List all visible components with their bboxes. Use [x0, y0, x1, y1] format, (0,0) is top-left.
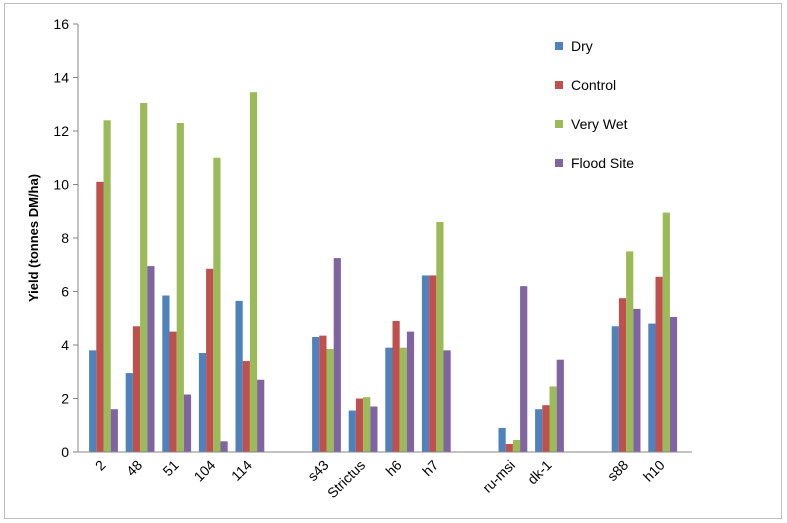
y-tick-label: 16	[53, 16, 69, 32]
chart-frame	[4, 3, 782, 519]
bars	[89, 92, 678, 453]
bar-control-104	[206, 268, 214, 452]
bar-dry-Strictus	[348, 410, 356, 452]
legend-swatch	[555, 81, 563, 89]
x-tick-label: 104	[191, 457, 219, 485]
bar-dry-s43	[312, 336, 320, 452]
bar-dry-104	[198, 353, 207, 452]
legend-label: Very Wet	[571, 116, 628, 132]
x-tick-label: h6	[382, 457, 404, 479]
x-tick-label: s43	[304, 457, 331, 484]
bar-control-s43	[319, 335, 327, 452]
x-tick-label: ru-msi	[479, 457, 518, 496]
bar-flood-site-h6	[406, 331, 415, 452]
bar-very-wet-s88	[626, 251, 634, 452]
bar-flood-site-2	[110, 409, 118, 452]
bar-flood-site-h10	[669, 316, 678, 452]
bar-control-2	[96, 181, 104, 452]
bar-dry-h6	[385, 347, 393, 452]
bar-flood-site-s88	[633, 308, 641, 452]
legend-label: Control	[571, 77, 616, 93]
bar-flood-site-h7	[443, 350, 451, 452]
bar-dry-51	[162, 295, 170, 452]
bar-very-wet-2	[103, 120, 111, 453]
bar-flood-site-51	[183, 394, 192, 452]
bar-control-Strictus	[355, 398, 364, 452]
bar-dry-dk-1	[535, 409, 543, 452]
bar-very-wet-51	[176, 122, 184, 452]
bar-dry-s88	[611, 326, 619, 452]
bar-dry-h7	[421, 275, 430, 452]
legend-swatch	[555, 159, 563, 167]
bar-dry-48	[125, 373, 133, 452]
x-tick-label: Strictus	[324, 457, 368, 501]
bar-control-h6	[392, 320, 400, 452]
bar-very-wet-dk-1	[549, 386, 557, 452]
x-tick-label: 48	[123, 457, 145, 479]
bar-control-ru-msi	[505, 443, 513, 452]
y-tick-label: 2	[61, 391, 69, 407]
bar-control-h7	[429, 275, 437, 452]
bar-very-wet-ru-msi	[512, 439, 521, 452]
bar-control-114	[242, 361, 250, 452]
bar-very-wet-h10	[662, 212, 670, 452]
legend-label: Dry	[571, 38, 593, 54]
x-tick-label: s88	[604, 457, 631, 484]
y-tick-label: 10	[53, 177, 69, 193]
x-tick-label: h7	[419, 457, 441, 479]
y-tick-label: 4	[61, 337, 69, 353]
bar-control-48	[132, 326, 141, 452]
x-tick-label: h10	[640, 457, 668, 485]
bar-very-wet-h6	[399, 347, 407, 452]
bar-flood-site-ru-msi	[520, 286, 528, 452]
bar-flood-site-s43	[333, 258, 341, 452]
x-tick-label: 51	[159, 457, 181, 479]
bar-very-wet-h7	[436, 221, 444, 452]
y-tick-label: 6	[61, 284, 69, 300]
bar-very-wet-114	[249, 92, 258, 453]
bar-flood-site-Strictus	[370, 406, 378, 452]
bar-flood-site-104	[220, 441, 228, 452]
bar-very-wet-Strictus	[363, 397, 371, 452]
bar-flood-site-114	[257, 379, 265, 452]
bar-control-h10	[655, 276, 663, 452]
x-tick-label: 2	[92, 457, 109, 474]
bar-very-wet-48	[140, 102, 148, 452]
bar-dry-ru-msi	[498, 427, 506, 452]
bar-dry-114	[235, 300, 243, 452]
bar-control-dk-1	[542, 405, 550, 452]
bar-dry-h10	[648, 323, 656, 452]
y-tick-label: 8	[61, 230, 69, 246]
y-tick-label: 14	[53, 70, 69, 86]
legend: Dry Control Very Wet Flood Site	[555, 38, 634, 171]
bar-very-wet-104	[213, 157, 221, 452]
y-tick-label: 0	[61, 444, 69, 460]
x-tick-label: dk-1	[524, 457, 555, 488]
legend-label: Flood Site	[571, 155, 634, 171]
legend-swatch	[555, 120, 563, 128]
legend-swatch	[555, 42, 563, 50]
bar-control-51	[169, 331, 177, 452]
y-axis: 0 2 4 6 8 10 12 14 16	[53, 16, 79, 460]
bar-flood-site-dk-1	[556, 359, 564, 452]
x-tick-label: 114	[228, 457, 255, 484]
y-axis-label: Yield (tonnes DM/ha)	[26, 174, 41, 302]
bar-very-wet-s43	[326, 349, 334, 452]
bar-dry-2	[89, 350, 97, 452]
bar-control-s88	[618, 298, 627, 452]
bar-flood-site-48	[147, 266, 155, 452]
y-tick-label: 12	[53, 123, 69, 139]
